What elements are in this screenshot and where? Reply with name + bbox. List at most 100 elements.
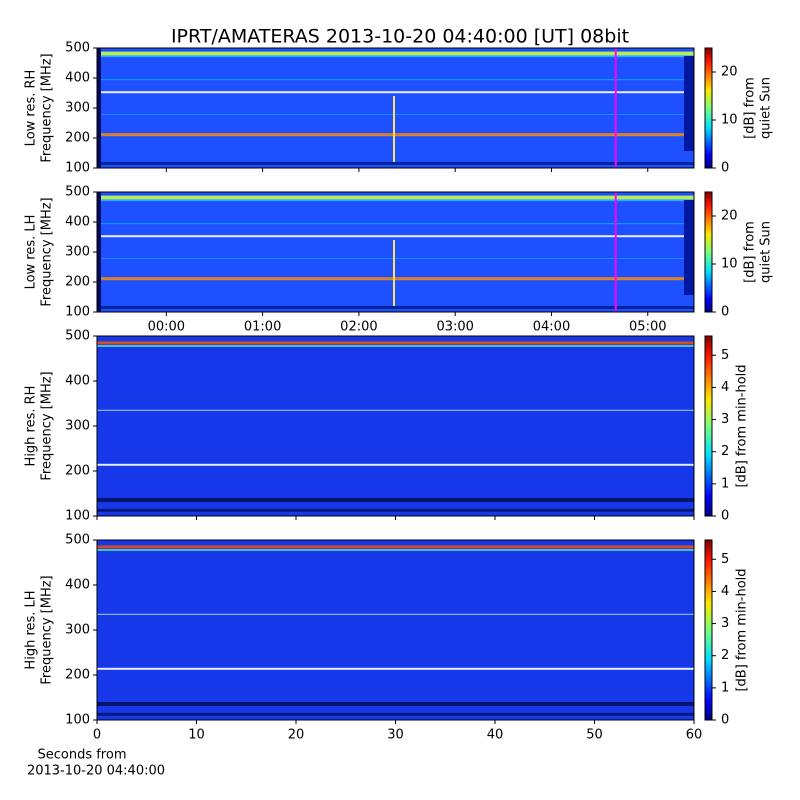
y-tick-label: 200 bbox=[65, 668, 90, 683]
spectrogram-band bbox=[684, 56, 694, 151]
spectrogram-band bbox=[97, 341, 694, 345]
colorbar-tick-label: 1 bbox=[721, 680, 729, 695]
x-tick-label: 60 bbox=[686, 728, 703, 743]
y-tick-label: 500 bbox=[65, 329, 90, 344]
spectrogram-background bbox=[97, 192, 694, 312]
spectrogram-band bbox=[97, 192, 101, 312]
colorbar-tick-label: 0 bbox=[721, 509, 729, 524]
spectrogram-band bbox=[97, 162, 694, 165]
y-tick-label: 300 bbox=[65, 245, 90, 260]
y-tick-label: 100 bbox=[65, 305, 90, 320]
y-tick-label: 300 bbox=[65, 623, 90, 638]
spectrogram-band bbox=[97, 133, 694, 137]
spectrogram-band bbox=[97, 409, 694, 411]
spectrogram-band bbox=[97, 48, 101, 168]
y-tick-label: 500 bbox=[65, 185, 90, 200]
x-tick-label: 00:00 bbox=[148, 320, 185, 335]
colorbar-tick-label: 2 bbox=[721, 648, 729, 663]
colorbar-tick-label: 0 bbox=[721, 161, 729, 176]
y-tick-label: 200 bbox=[65, 464, 90, 479]
y-tick-label: 200 bbox=[65, 131, 90, 146]
x-tick-label: 01:00 bbox=[244, 320, 281, 335]
colorbar-tick-label: 5 bbox=[721, 552, 729, 567]
colorbar-label: quiet Sun bbox=[759, 77, 774, 139]
spectrogram-band bbox=[97, 667, 694, 670]
spectrogram-band bbox=[97, 114, 694, 115]
x-tick-label: 03:00 bbox=[436, 320, 473, 335]
colorbar-label: [dB] from min-hold bbox=[735, 364, 750, 487]
spectrogram-band bbox=[684, 200, 694, 295]
spectrogram-band bbox=[97, 195, 694, 200]
colorbar-tick-label: 3 bbox=[721, 412, 729, 427]
spectrogram-band bbox=[97, 545, 694, 549]
colorbar-tick-label: 0 bbox=[721, 305, 729, 320]
y-axis-label: High res. LH bbox=[24, 590, 39, 669]
x-tick-label: 0 bbox=[93, 728, 101, 743]
colorbar-tick-label: 20 bbox=[721, 65, 738, 80]
x-axis-label: Seconds from bbox=[37, 748, 126, 763]
y-tick-label: 100 bbox=[65, 713, 90, 728]
spectrogram-band bbox=[97, 306, 694, 309]
y-tick-label: 100 bbox=[65, 161, 90, 176]
spectrogram-band bbox=[97, 51, 694, 56]
spectrogram-band bbox=[97, 613, 694, 615]
spectrogram-band bbox=[393, 96, 395, 162]
y-tick-label: 100 bbox=[65, 509, 90, 524]
y-tick-label: 400 bbox=[65, 374, 90, 389]
colorbar-tick-label: 5 bbox=[721, 348, 729, 363]
spectrogram-band bbox=[97, 55, 694, 58]
y-tick-label: 300 bbox=[65, 101, 90, 116]
colorbar-label: quiet Sun bbox=[759, 221, 774, 283]
x-tick-label: 10 bbox=[188, 728, 205, 743]
y-axis-label: Low res. RH bbox=[24, 70, 39, 147]
colorbar-tick-label: 10 bbox=[721, 113, 738, 128]
colorbar-tick-label: 0 bbox=[721, 713, 729, 728]
spectrogram-band bbox=[97, 702, 694, 706]
x-tick-label: 40 bbox=[487, 728, 504, 743]
spectrogram-band bbox=[393, 240, 395, 306]
figure-title: IPRT/AMATERAS 2013-10-20 04:40:00 [UT] 0… bbox=[171, 26, 629, 48]
y-tick-label: 500 bbox=[65, 41, 90, 56]
x-tick-label: 50 bbox=[586, 728, 603, 743]
colorbar-label: [dB] from bbox=[743, 221, 758, 283]
x-tick-label: 04:00 bbox=[533, 320, 570, 335]
spectrogram-band bbox=[97, 223, 694, 225]
y-tick-label: 300 bbox=[65, 419, 90, 434]
colorbar-tick-label: 2 bbox=[721, 444, 729, 459]
colorbar-tick-label: 10 bbox=[721, 257, 738, 272]
colorbar bbox=[704, 191, 713, 313]
colorbar-tick-label: 4 bbox=[721, 380, 729, 395]
spectrogram-band bbox=[97, 235, 694, 238]
spectrogram-band bbox=[97, 463, 694, 466]
colorbar-label: [dB] from min-hold bbox=[735, 568, 750, 691]
spectrogram-background bbox=[97, 48, 694, 168]
x-tick-label: 05:00 bbox=[629, 320, 666, 335]
colorbar-tick-label: 1 bbox=[721, 476, 729, 491]
spectrogram-band bbox=[97, 258, 694, 259]
spectrogram-band bbox=[97, 79, 694, 81]
y-tick-label: 200 bbox=[65, 275, 90, 290]
colorbar-tick-label: 3 bbox=[721, 616, 729, 631]
spectrogram-band bbox=[97, 549, 694, 551]
y-tick-label: 400 bbox=[65, 578, 90, 593]
colorbar bbox=[704, 539, 713, 721]
y-axis-label: Frequency [MHz] bbox=[40, 197, 55, 306]
colorbar-tick-label: 20 bbox=[721, 209, 738, 224]
spectrogram-background bbox=[97, 540, 694, 720]
colorbar bbox=[704, 335, 713, 517]
colorbar bbox=[704, 47, 713, 169]
y-axis-label: Frequency [MHz] bbox=[40, 575, 55, 684]
x-tick-label: 20 bbox=[288, 728, 305, 743]
y-tick-label: 500 bbox=[65, 533, 90, 548]
x-axis-label: 2013-10-20 04:40:00 bbox=[27, 764, 165, 779]
spectrogram-background bbox=[97, 336, 694, 516]
y-axis-label: High res. RH bbox=[24, 386, 39, 467]
colorbar-tick-label: 4 bbox=[721, 584, 729, 599]
spectrogram-band bbox=[97, 345, 694, 347]
y-tick-label: 400 bbox=[65, 71, 90, 86]
spectrogram-band bbox=[97, 508, 694, 512]
x-tick-label: 30 bbox=[387, 728, 404, 743]
colorbar-label: [dB] from bbox=[743, 77, 758, 139]
spectrogram-band bbox=[97, 498, 694, 502]
